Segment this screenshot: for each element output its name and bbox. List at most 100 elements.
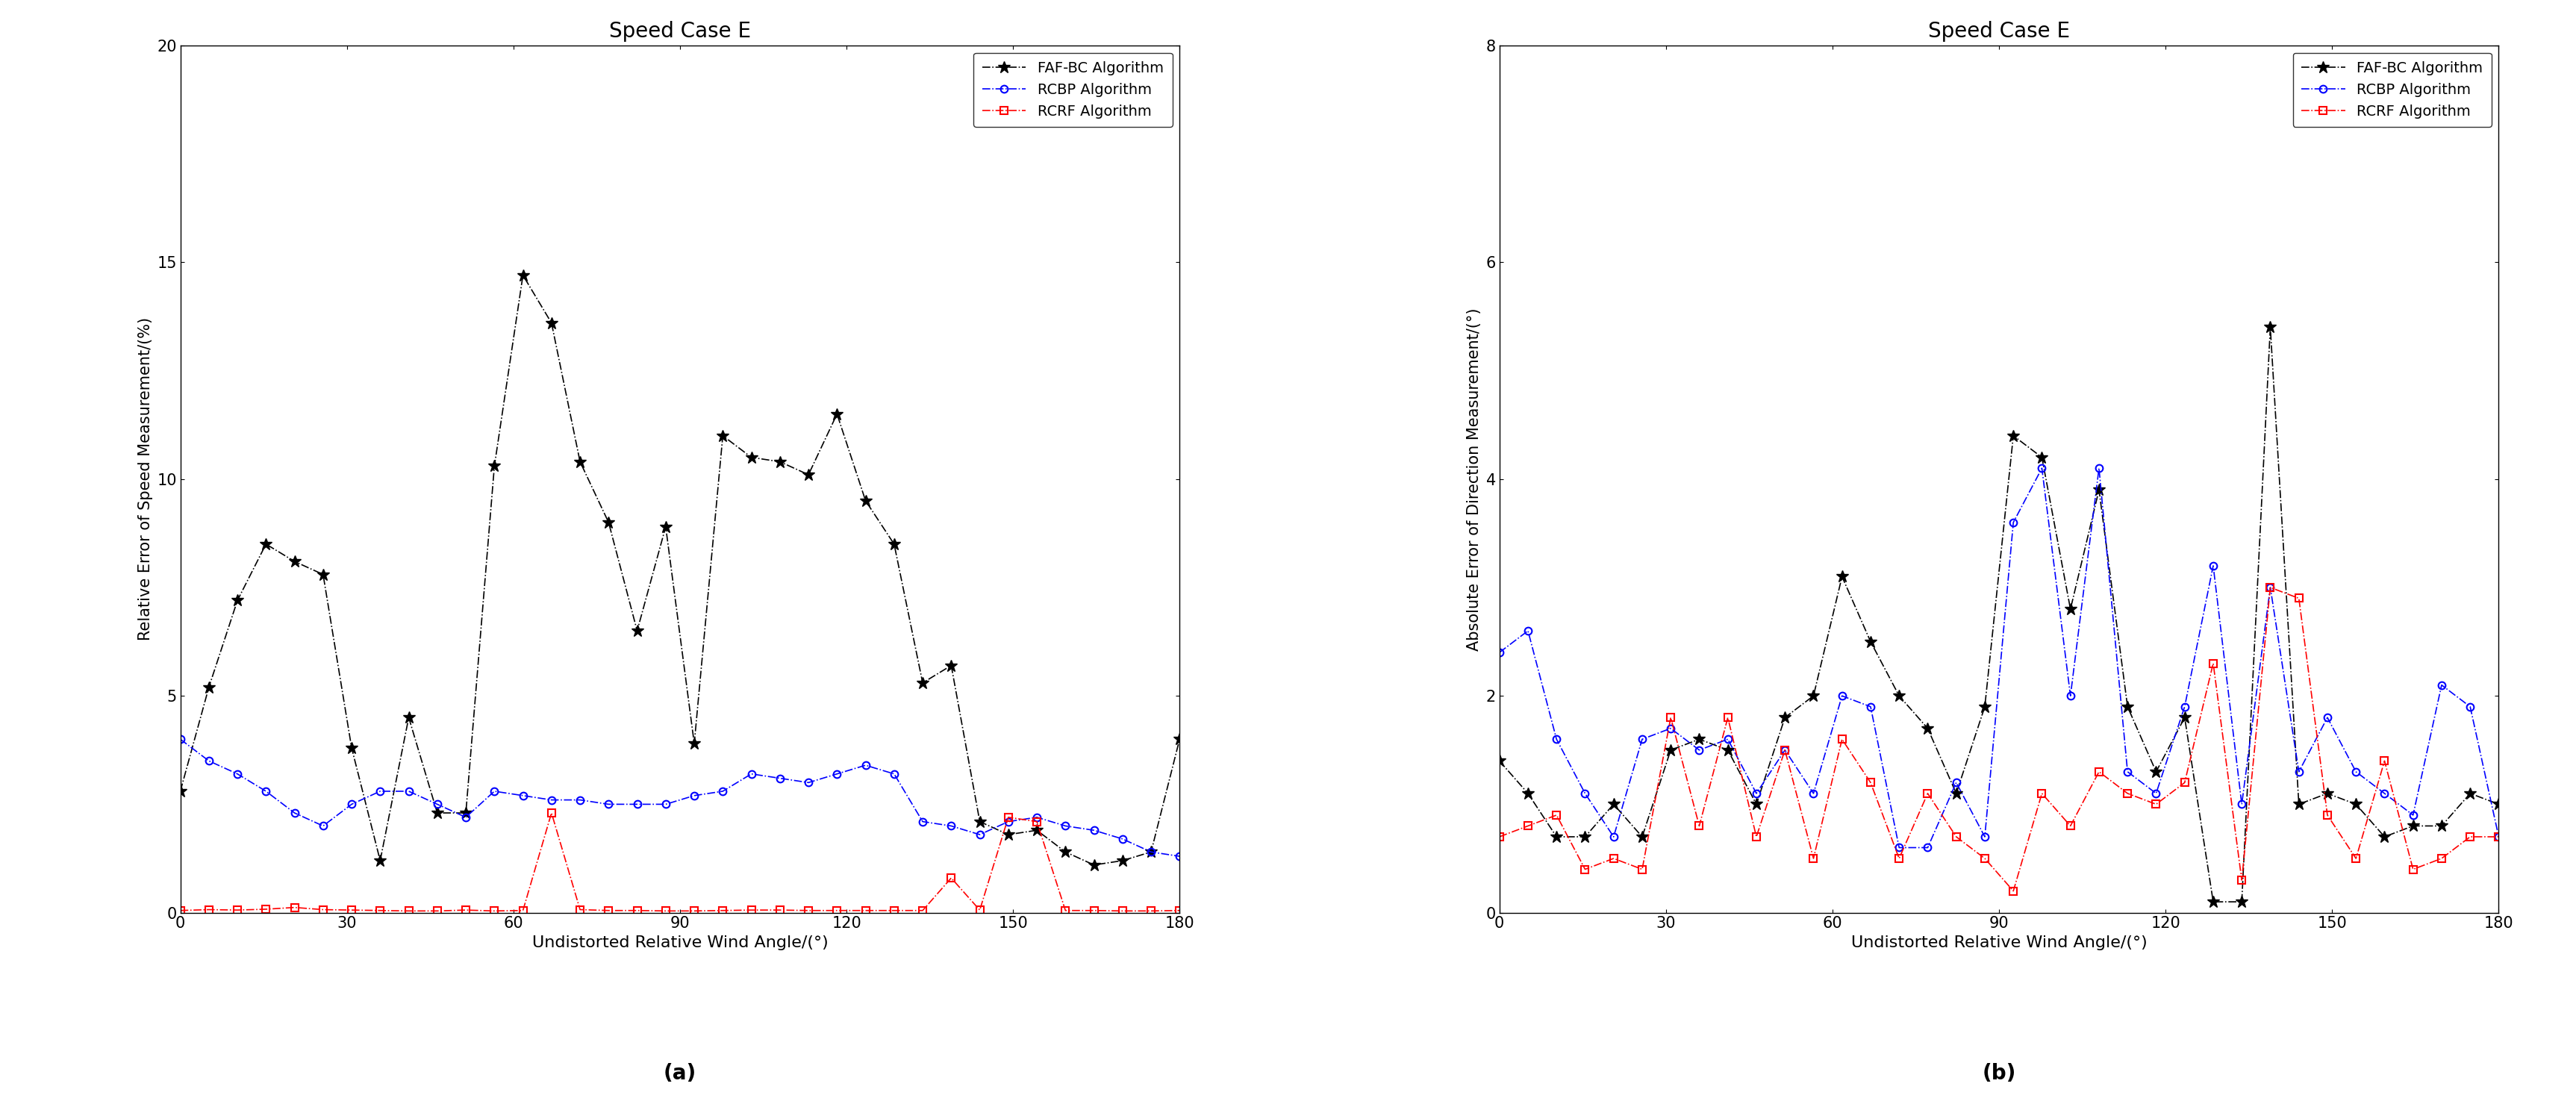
RCBP Algorithm xyxy=(592,798,623,811)
RCBP Algorithm xyxy=(307,819,337,833)
RCBP Algorithm xyxy=(278,806,309,819)
RCRF Algorithm xyxy=(564,903,595,916)
RCRF Algorithm xyxy=(1741,830,1772,844)
RCRF Algorithm xyxy=(2455,830,2486,844)
FAF-BC Algorithm xyxy=(822,407,853,421)
RCRF Algorithm xyxy=(193,903,224,916)
RCRF Algorithm xyxy=(394,904,425,917)
RCRF Algorithm xyxy=(1883,851,1914,865)
RCBP Algorithm xyxy=(2311,711,2342,725)
RCRF Algorithm xyxy=(793,904,824,917)
FAF-BC Algorithm xyxy=(850,494,881,508)
RCBP Algorithm xyxy=(2370,787,2401,800)
RCRF Algorithm xyxy=(1826,732,1857,746)
FAF-BC Algorithm xyxy=(1713,743,1744,757)
RCBP Algorithm xyxy=(2197,559,2228,572)
RCRF Algorithm xyxy=(1023,815,1054,828)
Legend: FAF-BC Algorithm, RCBP Algorithm, RCRF Algorithm: FAF-BC Algorithm, RCBP Algorithm, RCRF A… xyxy=(2293,52,2491,127)
FAF-BC Algorithm xyxy=(1051,845,1082,858)
RCBP Algorithm xyxy=(394,785,425,798)
FAF-BC Algorithm xyxy=(2197,895,2228,908)
RCBP Algorithm xyxy=(850,759,881,772)
RCRF Algorithm xyxy=(1079,904,1110,917)
RCBP Algorithm xyxy=(2427,678,2458,691)
FAF-BC Algorithm xyxy=(422,806,453,819)
FAF-BC Algorithm xyxy=(1656,743,1687,757)
RCRF Algorithm xyxy=(2197,657,2228,670)
FAF-BC Algorithm xyxy=(2370,830,2401,844)
Line: RCBP Algorithm: RCBP Algorithm xyxy=(1497,464,2501,851)
RCBP Algorithm xyxy=(507,789,538,802)
Line: RCRF Algorithm: RCRF Algorithm xyxy=(1497,584,2501,895)
RCRF Algorithm xyxy=(1625,863,1656,876)
FAF-BC Algorithm xyxy=(451,806,482,819)
FAF-BC Algorithm xyxy=(1798,689,1829,702)
RCBP Algorithm xyxy=(2084,462,2115,475)
Y-axis label: Absolute Error of Direction Measurement/(°): Absolute Error of Direction Measurement/… xyxy=(1466,307,1481,651)
FAF-BC Algorithm xyxy=(765,455,796,469)
RCRF Algorithm xyxy=(963,904,994,917)
RCRF Algorithm xyxy=(2427,851,2458,865)
FAF-BC Algorithm xyxy=(963,815,994,828)
FAF-BC Algorithm xyxy=(907,677,938,690)
FAF-BC Algorithm xyxy=(680,737,711,750)
RCRF Algorithm xyxy=(422,904,453,917)
RCBP Algorithm xyxy=(1826,689,1857,702)
RCRF Algorithm xyxy=(1597,851,1628,865)
RCRF Algorithm xyxy=(1798,851,1829,865)
RCBP Algorithm xyxy=(2483,830,2514,844)
RCRF Algorithm xyxy=(1999,885,2030,898)
RCBP Algorithm xyxy=(1569,787,1600,800)
RCBP Algorithm xyxy=(765,771,796,785)
RCRF Algorithm xyxy=(278,900,309,914)
FAF-BC Algorithm xyxy=(878,538,909,551)
RCBP Algorithm xyxy=(1136,845,1167,858)
RCBP Algorithm xyxy=(1512,624,1543,638)
RCBP Algorithm xyxy=(935,819,966,833)
FAF-BC Algorithm xyxy=(737,451,768,464)
Text: (a): (a) xyxy=(665,1063,696,1084)
RCRF Algorithm xyxy=(536,806,567,819)
Title: Speed Case E: Speed Case E xyxy=(1927,21,2071,41)
RCBP Algorithm xyxy=(2254,581,2285,594)
FAF-BC Algorithm xyxy=(2169,711,2200,725)
FAF-BC Algorithm xyxy=(1911,721,1942,735)
FAF-BC Algorithm xyxy=(1741,798,1772,811)
RCRF Algorithm xyxy=(165,904,196,917)
FAF-BC Algorithm xyxy=(222,594,252,608)
FAF-BC Algorithm xyxy=(394,711,425,725)
RCRF Algorithm xyxy=(2311,808,2342,821)
FAF-BC Algorithm xyxy=(1968,700,1999,713)
FAF-BC Algorithm xyxy=(793,469,824,482)
RCRF Algorithm xyxy=(1940,830,1971,844)
Y-axis label: Relative Error of Speed Measurement/(%): Relative Error of Speed Measurement/(%) xyxy=(139,317,152,641)
RCBP Algorithm xyxy=(165,732,196,746)
FAF-BC Algorithm xyxy=(1079,858,1110,871)
FAF-BC Algorithm xyxy=(1940,787,1971,800)
RCRF Algorithm xyxy=(366,904,397,917)
RCBP Algorithm xyxy=(1079,824,1110,837)
RCRF Algorithm xyxy=(2141,798,2172,811)
RCRF Algorithm xyxy=(621,904,652,917)
RCRF Algorithm xyxy=(250,903,281,916)
RCRF Algorithm xyxy=(2056,819,2087,833)
RCBP Algorithm xyxy=(1023,810,1054,824)
RCBP Algorithm xyxy=(2226,798,2257,811)
RCBP Algorithm xyxy=(737,767,768,780)
RCRF Algorithm xyxy=(822,904,853,917)
Line: RCRF Algorithm: RCRF Algorithm xyxy=(178,809,1182,915)
FAF-BC Algorithm xyxy=(1770,711,1801,725)
RCBP Algorithm xyxy=(2141,787,2172,800)
RCBP Algorithm xyxy=(1685,743,1716,757)
FAF-BC Algorithm xyxy=(1625,830,1656,844)
RCRF Algorithm xyxy=(2398,863,2429,876)
RCBP Algorithm xyxy=(1484,646,1515,659)
RCBP Algorithm xyxy=(1741,787,1772,800)
RCRF Algorithm xyxy=(1569,863,1600,876)
FAF-BC Algorithm xyxy=(1108,854,1139,867)
Text: (b): (b) xyxy=(1981,1063,2017,1084)
RCBP Algorithm xyxy=(621,798,652,811)
RCBP Algorithm xyxy=(649,798,680,811)
FAF-BC Algorithm xyxy=(1540,830,1571,844)
RCBP Algorithm xyxy=(1798,787,1829,800)
